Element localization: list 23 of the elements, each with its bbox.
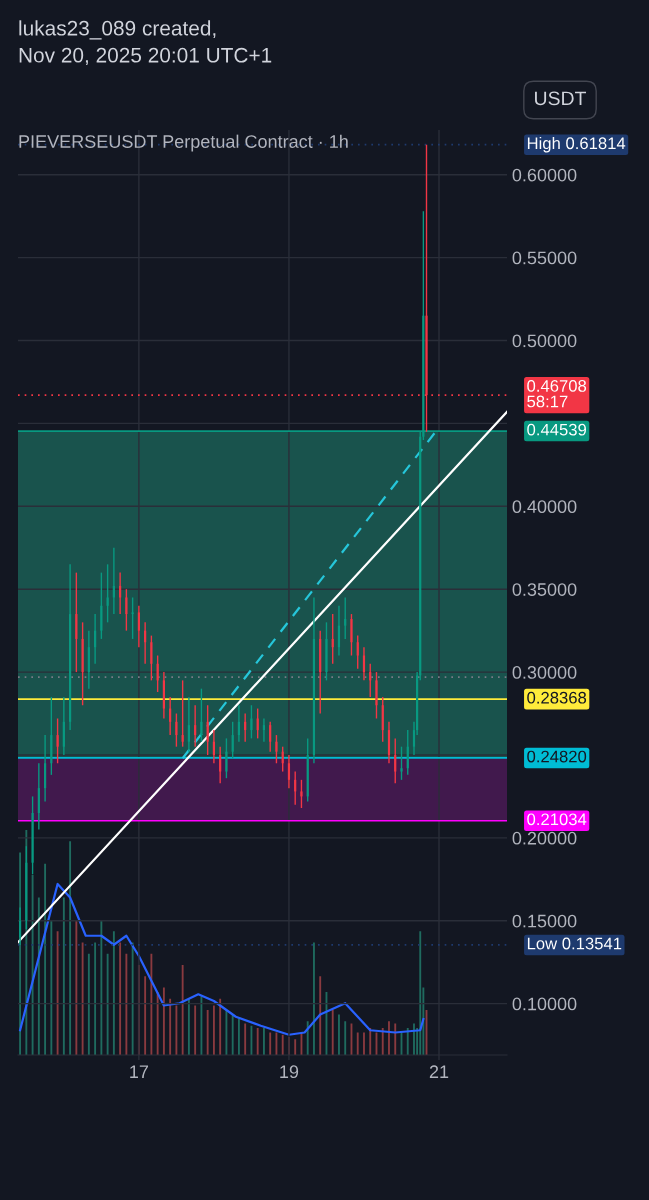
chart-title: PIEVERSEUSDT Perpetual Contract · 1h bbox=[19, 134, 348, 152]
ref-line-label: 0.21034 bbox=[527, 813, 587, 826]
x-tick-label: 21 bbox=[429, 1065, 449, 1078]
y-tick-label: 0.55000 bbox=[512, 251, 577, 265]
ref-line-label: 0.44539 bbox=[527, 423, 587, 436]
y-tick-label: 0.50000 bbox=[512, 334, 577, 348]
y-tick-label: 0.10000 bbox=[512, 997, 577, 1011]
y-tick-label: 0.60000 bbox=[512, 168, 577, 182]
ref-line-label: 0.28368 bbox=[527, 691, 587, 704]
ref-line-label: High 0.61814 bbox=[527, 136, 626, 153]
ref-line-label: Low 0.13541 bbox=[527, 937, 622, 950]
ref-line-label: 0.46708 58:17 bbox=[527, 380, 587, 408]
x-tick-label: 17 bbox=[130, 1065, 149, 1078]
x-tick-label: 19 bbox=[280, 1065, 299, 1079]
y-tick-label: 0.40000 bbox=[512, 500, 577, 514]
y-tick-label: 0.15000 bbox=[512, 914, 577, 928]
y-tick-label: 0.35000 bbox=[512, 583, 577, 596]
text: Nov 20, 2025 20:01 UTC+1 bbox=[19, 47, 272, 66]
y-tick-label: 0.20000 bbox=[512, 831, 577, 845]
text: lukas23_089 created, bbox=[19, 20, 216, 40]
text: USDT bbox=[535, 91, 587, 106]
ref-line-label: 0.24820 bbox=[527, 750, 587, 763]
y-tick-label: 0.30000 bbox=[512, 666, 577, 679]
